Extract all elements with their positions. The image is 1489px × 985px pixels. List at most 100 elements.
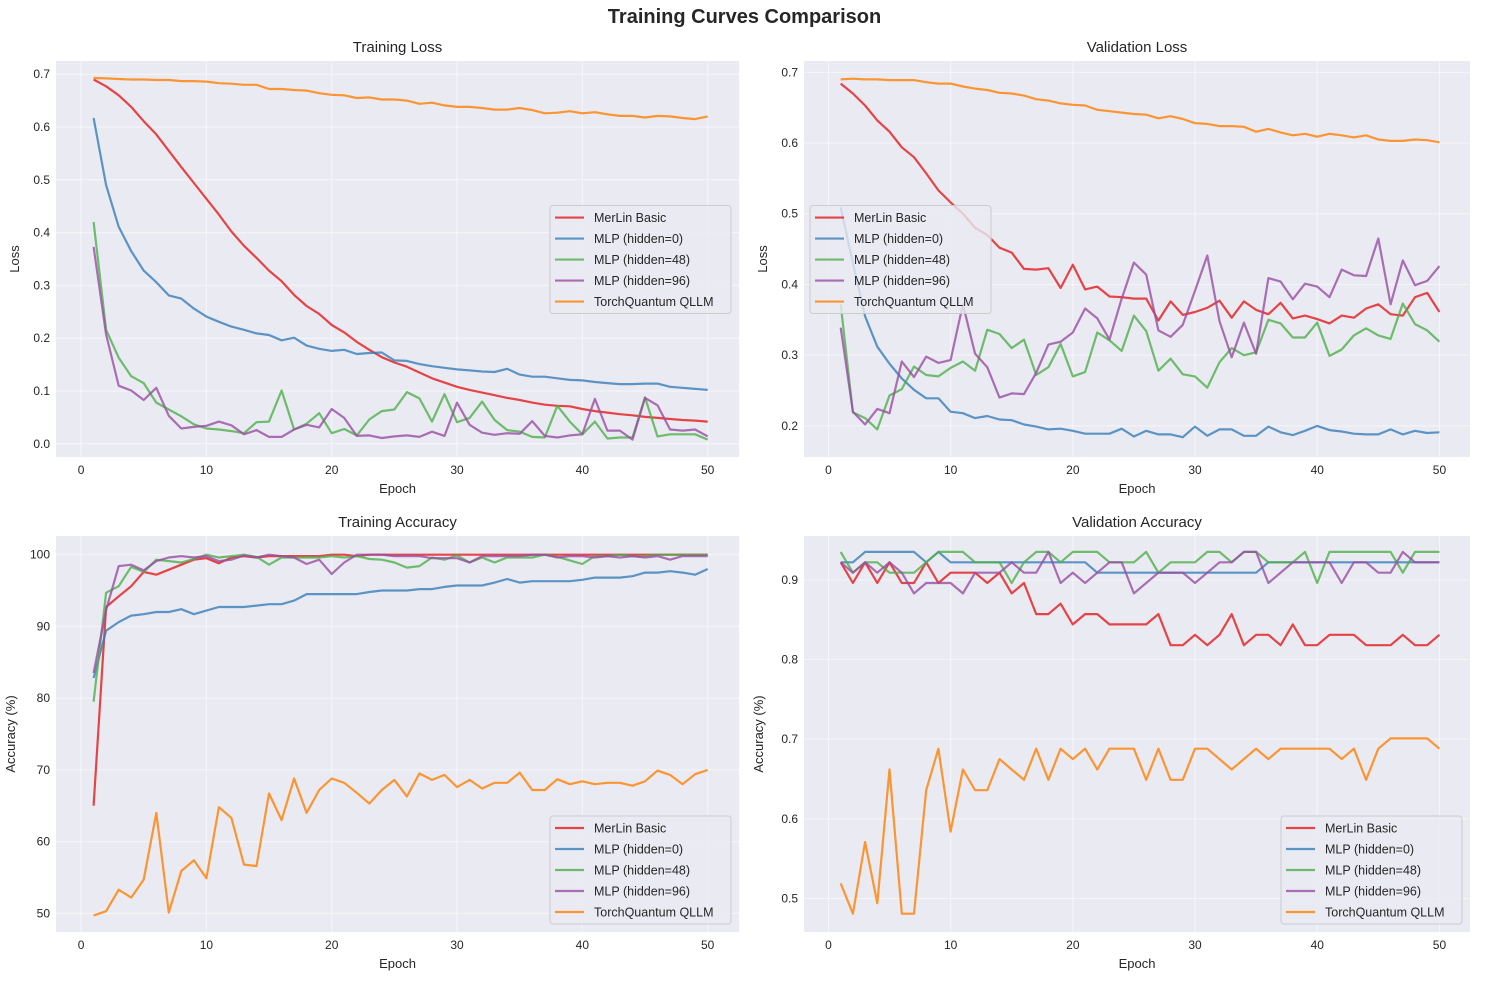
series-line-mlp-hidden-96 — [92, 553, 708, 674]
legend: MerLin Basic MLP (hidden=0) MLP (hidden=48… — [1280, 815, 1463, 925]
x-tick-label: 0 — [78, 463, 85, 477]
series-line-mlp-hidden-0 — [840, 550, 1440, 574]
subplot-training-loss: 0 10 20 30 40 50 0.0 0.1 0.2 0.3 0.4 0.5 0.6 0.7 Train… — [7, 39, 739, 496]
series-line-mlp-hidden-0 — [839, 207, 1440, 439]
y-tick-label: 0.2 — [781, 419, 798, 433]
x-tick-label: 0 — [78, 938, 85, 952]
y-tick-label: 0.2 — [33, 331, 50, 345]
y-tick-label: 70 — [37, 763, 51, 777]
legend-label: MLP (hidden=0) — [594, 843, 683, 857]
legend-label: MLP (hidden=96) — [854, 274, 950, 288]
x-tick-label: 10 — [944, 938, 958, 952]
x-tick-label: 50 — [701, 463, 715, 477]
series-line-mlp-hidden-0 — [92, 567, 709, 679]
x-tick-label: 10 — [944, 463, 958, 477]
legend-label: MLP (hidden=48) — [594, 253, 690, 267]
subplot-title: Validation Accuracy — [1072, 514, 1202, 531]
legend-label: TorchQuantum QLLM — [594, 906, 714, 920]
y-tick-label: 0.5 — [781, 892, 798, 906]
subplot-title: Training Accuracy — [338, 514, 457, 531]
series-line-mlp-hidden-48 — [92, 221, 709, 441]
legend: MerLin Basic MLP (hidden=0) MLP (hidden=48… — [809, 205, 992, 315]
legend-frame — [549, 205, 732, 315]
y-tick-label: 0.3 — [33, 278, 50, 292]
y-tick-label: 0.6 — [781, 136, 798, 150]
subplot-validation-accuracy: 0 10 20 30 40 50 0.5 0.6 0.7 0.8 0.9 Validation Acc… — [751, 514, 1470, 971]
series-line-merlin-basic — [840, 82, 1441, 325]
x-tick-label: 10 — [200, 463, 214, 477]
series-line-torchquantum-qllm — [840, 77, 1440, 144]
legend-label: MLP (hidden=48) — [1325, 864, 1421, 878]
series-line-mlp-hidden-96 — [839, 237, 1441, 426]
y-tick-label: 60 — [37, 835, 51, 849]
y-axis-label: Accuracy (%) — [3, 695, 18, 772]
x-tick-label: 40 — [1311, 938, 1325, 952]
y-tick-label: 0.0 — [33, 437, 50, 451]
legend-frame — [549, 815, 732, 925]
y-tick-label: 80 — [37, 691, 51, 705]
y-tick-label: 0.7 — [781, 65, 798, 79]
y-tick-label: 0.1 — [33, 384, 50, 398]
series-line-mlp-hidden-96 — [92, 246, 709, 441]
legend-label: MerLin Basic — [594, 211, 666, 225]
x-tick-label: 0 — [825, 463, 832, 477]
y-tick-label: 100 — [30, 548, 50, 562]
series-line-merlin-basic — [92, 553, 708, 806]
legend-label: TorchQuantum QLLM — [594, 295, 714, 309]
series-line-merlin-basic — [93, 78, 708, 423]
series-line-mlp-hidden-0 — [92, 117, 708, 391]
x-tick-label: 30 — [450, 463, 464, 477]
y-tick-label: 0.6 — [781, 812, 798, 826]
legend-label: TorchQuantum QLLM — [1325, 906, 1445, 920]
series-line-mlp-hidden-48 — [839, 302, 1441, 431]
x-tick-label: 30 — [450, 938, 464, 952]
x-axis-label: Epoch — [1119, 481, 1156, 496]
x-tick-label: 20 — [1066, 463, 1080, 477]
legend-label: MLP (hidden=96) — [594, 274, 690, 288]
legend: MerLin Basic MLP (hidden=0) MLP (hidden=48… — [549, 205, 732, 315]
subplot-training-accuracy: 0 10 20 30 40 50 50 60 70 80 90 100 Training Accurac… — [3, 514, 739, 971]
x-axis-label: Epoch — [379, 481, 416, 496]
x-axis-label: Epoch — [1119, 956, 1156, 971]
x-axis-label: Epoch — [379, 956, 416, 971]
x-tick-label: 50 — [701, 938, 715, 952]
y-tick-label: 0.9 — [781, 573, 798, 587]
y-tick-label: 0.7 — [33, 67, 50, 81]
x-tick-label: 30 — [1188, 463, 1202, 477]
subplot-title: Validation Loss — [1087, 39, 1188, 56]
y-tick-label: 0.5 — [33, 173, 50, 187]
legend-label: MerLin Basic — [854, 211, 926, 225]
legend-frame — [1280, 815, 1463, 925]
series-line-mlp-hidden-48 — [839, 550, 1440, 585]
y-tick-label: 0.8 — [781, 653, 798, 667]
y-axis-label: Loss — [7, 245, 22, 273]
legend-label: MLP (hidden=0) — [594, 232, 683, 246]
subplot-validation-loss: 0 10 20 30 40 50 0.2 0.3 0.4 0.5 0.6 0.7 Validation … — [755, 39, 1470, 496]
legend: MerLin Basic MLP (hidden=0) MLP (hidden=48… — [549, 815, 732, 925]
y-axis-label: Loss — [755, 245, 770, 273]
y-tick-label: 0.6 — [33, 120, 50, 134]
legend-label: MLP (hidden=96) — [594, 885, 690, 899]
x-tick-label: 0 — [825, 938, 832, 952]
x-tick-label: 50 — [1433, 463, 1447, 477]
y-tick-label: 0.7 — [781, 732, 798, 746]
series-line-merlin-basic — [839, 561, 1441, 647]
x-tick-label: 20 — [1066, 938, 1080, 952]
y-tick-label: 0.4 — [33, 226, 50, 240]
x-tick-label: 40 — [576, 938, 590, 952]
y-tick-label: 50 — [37, 906, 51, 920]
x-tick-label: 20 — [325, 938, 339, 952]
legend-label: MerLin Basic — [594, 822, 666, 836]
series-line-torchquantum-qllm — [839, 737, 1441, 915]
y-tick-label: 90 — [37, 619, 51, 633]
legend-label: TorchQuantum QLLM — [854, 295, 974, 309]
y-axis-label: Accuracy (%) — [751, 695, 766, 772]
y-tick-label: 0.4 — [781, 277, 798, 291]
series-line-mlp-hidden-96 — [839, 550, 1440, 595]
x-tick-label: 40 — [1311, 463, 1325, 477]
legend-label: MLP (hidden=48) — [594, 864, 690, 878]
legend-label: MLP (hidden=96) — [1325, 885, 1421, 899]
x-tick-label: 50 — [1433, 938, 1447, 952]
series-line-torchquantum-qllm — [93, 76, 708, 121]
